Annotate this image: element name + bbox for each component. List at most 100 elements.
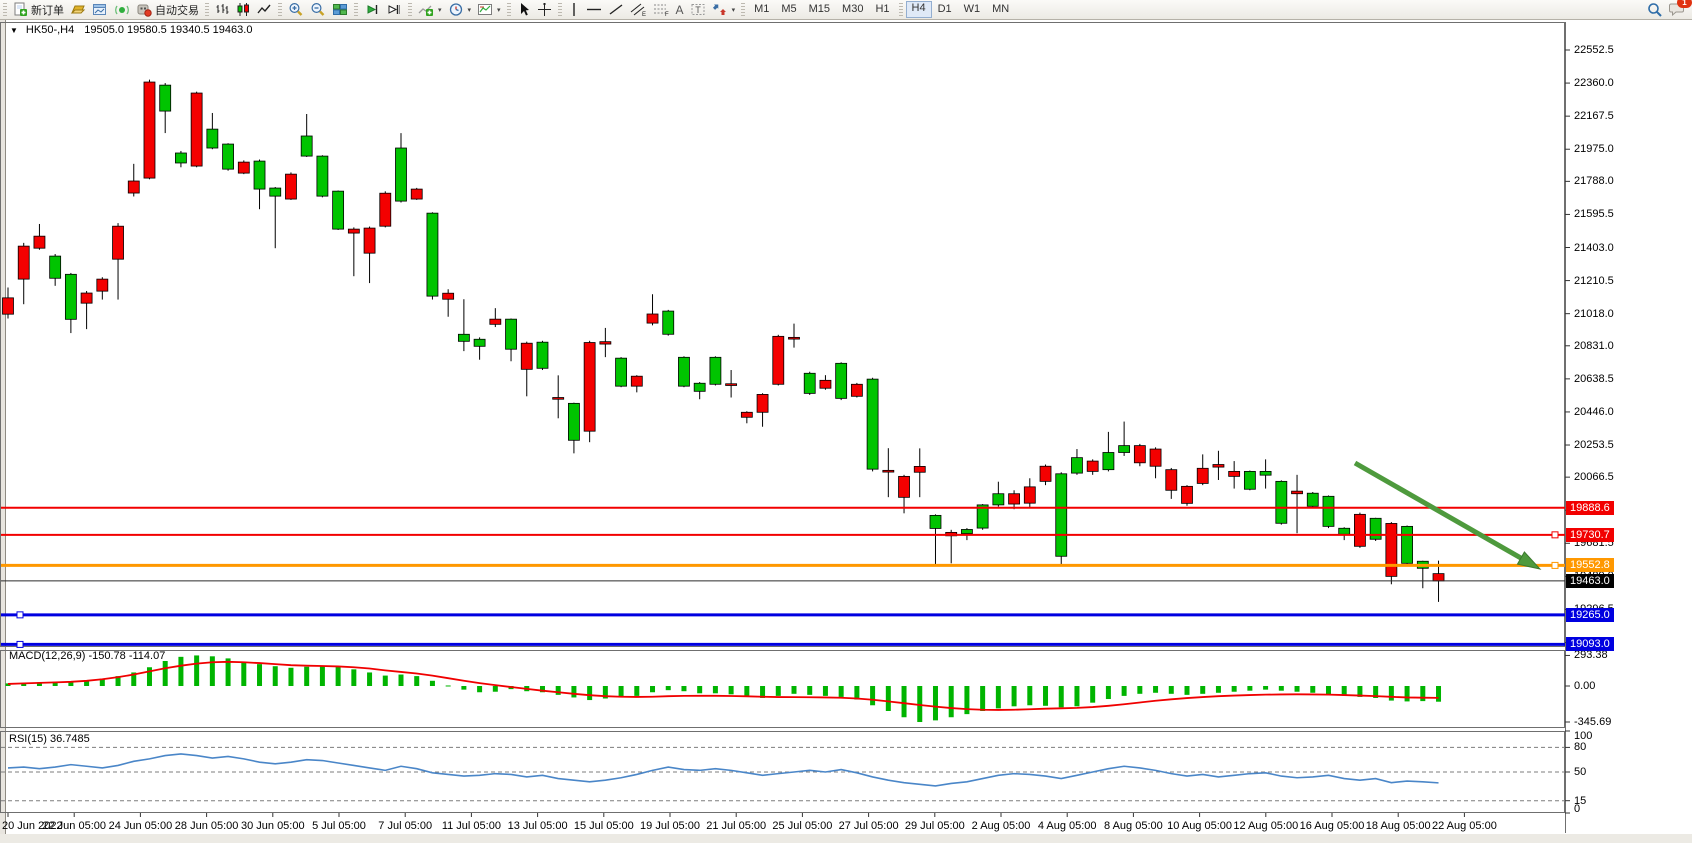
horizontal-line-tool-button[interactable]: [583, 1, 605, 18]
signal-button[interactable]: [111, 1, 133, 18]
svg-text:E: E: [642, 12, 646, 17]
new-order-label: 新订单: [31, 4, 64, 17]
price-tick: 20638.5: [1574, 372, 1614, 385]
toolbar-grip: [898, 3, 903, 16]
time-axis-label: 20 Jun 2022: [2, 820, 63, 832]
timeframe-button-H4[interactable]: H4: [905, 1, 932, 18]
timeframe-button-M1[interactable]: M1: [754, 3, 770, 15]
text-label-icon: T: [691, 4, 705, 15]
notifications-button[interactable]: 1: [1669, 0, 1692, 19]
charts-window-button[interactable]: [89, 1, 111, 18]
rsi-axis-label: 80: [1574, 741, 1587, 754]
timeframe-button-M15[interactable]: M15: [808, 3, 831, 15]
toolbar-grip[interactable]: [741, 3, 746, 16]
indicators-dropdown-arrow: ▾: [438, 6, 442, 14]
profiles-button[interactable]: [67, 1, 89, 18]
timeframe-button-M5[interactable]: M5: [781, 3, 797, 15]
text-tool-button[interactable]: A: [673, 1, 687, 18]
templates-dropdown-arrow: ▾: [497, 6, 501, 14]
text-label-tool-button[interactable]: T: [687, 1, 709, 18]
line-handle[interactable]: [16, 640, 24, 648]
price-flag-19463.0: 19463.0: [1566, 573, 1614, 588]
toolbar-grip[interactable]: [3, 3, 7, 16]
cursor-icon: [520, 3, 529, 16]
toolbar-grip[interactable]: [506, 3, 511, 16]
macd-indicator: [5, 655, 1442, 723]
macd-axis-label: 293.38: [1574, 649, 1608, 662]
trend-arrow-line[interactable]: [1353, 460, 1530, 565]
periods-button[interactable]: ▾: [445, 1, 475, 18]
time-axis-label: 11 Jul 05:00: [441, 820, 501, 832]
time-axis-label: 12 Aug 05:00: [1233, 820, 1299, 832]
candlestick-chart-button[interactable]: [233, 1, 254, 18]
trendline-tool-button[interactable]: [605, 1, 627, 18]
timeframe-button-H1[interactable]: H1: [875, 3, 890, 15]
line-handle[interactable]: [16, 611, 24, 619]
trend-arrow-head[interactable]: [1516, 551, 1542, 570]
arrows-tool-button[interactable]: ▾: [709, 1, 739, 18]
toolbar-grip[interactable]: [557, 3, 562, 16]
time-axis-label: 22 Jun 05:00: [42, 820, 106, 832]
horizontal-line-icon: [586, 8, 601, 11]
autotrade-button[interactable]: 自动交易: [133, 1, 202, 18]
equidistant-channel-tool-button[interactable]: E: [627, 1, 650, 18]
toolbar-grip[interactable]: [278, 3, 282, 16]
signal-icon: [115, 5, 129, 15]
chart-shift-button[interactable]: [383, 1, 405, 18]
macd-axis-label: -345.69: [1574, 716, 1612, 728]
auto-scroll-button[interactable]: [361, 1, 383, 18]
tile-windows-button[interactable]: [329, 1, 351, 18]
time-axis-label: 22 Aug 05:00: [1431, 820, 1497, 832]
svg-text:F: F: [665, 12, 669, 17]
rsi-axis-label: 0: [1574, 803, 1581, 815]
price-tick: 20446.0: [1574, 405, 1614, 418]
crosshair-tool-button[interactable]: [534, 1, 555, 18]
price-tick: 22167.5: [1574, 110, 1614, 123]
price-chart-canvas[interactable]: [0, 19, 1692, 843]
time-axis-label: 4 Aug 05:00: [1037, 820, 1097, 832]
zoom-in-button[interactable]: [285, 1, 307, 18]
indicators-button[interactable]: ▾: [415, 1, 445, 18]
time-axis-label: 19 Jul 05:00: [640, 820, 700, 832]
timeframe-button-W1[interactable]: W1: [963, 3, 981, 15]
line-chart-button[interactable]: [254, 1, 275, 18]
line-handle[interactable]: [1551, 531, 1559, 539]
auto-scroll-icon: [367, 5, 378, 14]
line-handle[interactable]: [1551, 561, 1559, 569]
bar-chart-button[interactable]: [212, 1, 233, 18]
vertical-line-tool-button[interactable]: [565, 1, 583, 18]
symbol-period-label: HK50-,H4: [25, 24, 75, 36]
price-flag-19552.8: 19552.8: [1566, 558, 1614, 573]
price-tick: 21403.0: [1574, 241, 1614, 254]
price-tick: 20066.5: [1574, 471, 1614, 484]
timeframe-button-MN[interactable]: MN: [992, 3, 1010, 15]
panel-frame: [0, 22, 1565, 647]
templates-button[interactable]: ▾: [474, 1, 504, 18]
price-tick: 21975.0: [1574, 143, 1614, 156]
zoom-out-button[interactable]: [307, 1, 329, 18]
vertical-line-icon: [572, 3, 575, 16]
new-order-button[interactable]: 新订单: [10, 1, 67, 18]
cursor-tool-button[interactable]: [514, 1, 534, 18]
symbol-dropdown-icon[interactable]: ▼: [10, 25, 18, 35]
candles: [2, 79, 1445, 602]
price-tick: 22552.5: [1574, 44, 1614, 56]
clock-icon: [449, 3, 462, 16]
rsi-label: RSI(15) 36.7485: [9, 733, 90, 745]
timeframe-button-M30[interactable]: M30: [842, 3, 864, 15]
notification-badge: 1: [1677, 0, 1692, 8]
time-axis-label: 5 Jul 05:00: [312, 820, 366, 832]
fibonacci-tool-button[interactable]: F: [650, 1, 673, 18]
chart-window[interactable]: ▼ HK50-,H4 19505.0 19580.5 19340.5 19463…: [0, 19, 1692, 843]
price-flag-19265.0: 19265.0: [1566, 607, 1614, 622]
toolbar-grip[interactable]: [354, 3, 358, 16]
zoom-out-icon: [311, 2, 325, 16]
toolbar-grip[interactable]: [205, 3, 209, 16]
tile-windows-icon: [333, 4, 347, 15]
equidistant-channel-icon: E: [630, 3, 646, 17]
panel-frame: [0, 650, 1565, 728]
timeframe-button-D1[interactable]: D1: [937, 3, 952, 15]
search-icon[interactable]: [1647, 2, 1663, 18]
toolbar-grip[interactable]: [408, 3, 412, 16]
